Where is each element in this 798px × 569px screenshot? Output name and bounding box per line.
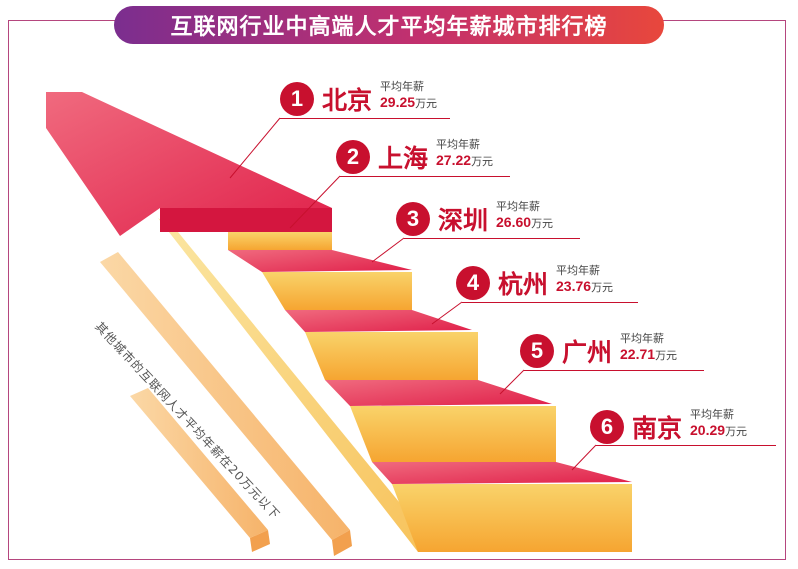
- underline-2: [340, 176, 510, 177]
- rank-badge: 4: [456, 266, 490, 300]
- step-2-top: [228, 250, 412, 272]
- underline-4: [462, 302, 638, 303]
- salary-block: 平均年薪 26.60万元: [496, 200, 553, 233]
- salary-unit: 万元: [725, 425, 748, 438]
- rank-item-1: 1 北京 平均年薪 29.25万元: [280, 80, 437, 117]
- title-banner: 互联网行业中高端人才平均年薪城市排行榜: [114, 6, 664, 44]
- stair-side-wall: [158, 218, 440, 552]
- salary-unit: 万元: [591, 281, 614, 294]
- rank-item-4: 4 杭州 平均年薪 23.76万元: [456, 264, 613, 301]
- step-2-riser: [228, 232, 332, 250]
- salary-label: 平均年薪: [620, 332, 665, 345]
- salary-block: 平均年薪 23.76万元: [556, 264, 613, 297]
- salary-value: 23.76: [556, 278, 592, 294]
- underline-6: [596, 445, 776, 446]
- step-1-top: [46, 92, 332, 236]
- underline-1: [280, 118, 450, 119]
- salary-unit: 万元: [415, 97, 438, 110]
- salary-unit: 万元: [471, 155, 494, 168]
- rank-item-6: 6 南京 平均年薪 20.29万元: [590, 408, 747, 445]
- step-3-top: [285, 310, 472, 332]
- city-name: 北京: [322, 86, 373, 115]
- salary-unit: 万元: [655, 349, 678, 362]
- underline-3: [404, 238, 580, 239]
- rank-badge: 1: [280, 82, 314, 116]
- salary-value: 27.22: [436, 152, 472, 168]
- rank-item-3: 3 深圳 平均年薪 26.60万元: [396, 200, 553, 237]
- underline-5: [524, 370, 704, 371]
- city-name: 上海: [378, 144, 429, 173]
- rank-item-5: 5 广州 平均年薪 22.71万元: [520, 332, 677, 369]
- step-5-riser: [350, 406, 556, 462]
- salary-value: 26.60: [496, 214, 532, 230]
- step-3-riser: [262, 272, 412, 310]
- salary-label: 平均年薪: [496, 200, 541, 213]
- salary-label: 平均年薪: [690, 408, 735, 421]
- rank-badge: 6: [590, 410, 624, 444]
- plank-back: [100, 252, 350, 540]
- leader-line-2: [289, 175, 341, 229]
- leader-line-5: [499, 369, 525, 395]
- page-title: 互联网行业中高端人才平均年薪城市排行榜: [170, 15, 608, 40]
- salary-value: 22.71: [620, 346, 656, 362]
- salary-block: 平均年薪 22.71万元: [620, 332, 677, 365]
- salary-block: 平均年薪 20.29万元: [690, 408, 747, 441]
- leader-line-6: [571, 444, 597, 471]
- rank-badge: 2: [336, 140, 370, 174]
- step-1-front: [160, 208, 332, 232]
- salary-value: 20.29: [690, 422, 726, 438]
- salary-label: 平均年薪: [380, 80, 425, 93]
- plank-front-side: [250, 530, 270, 552]
- leader-line-4: [431, 301, 463, 325]
- step-5-top: [372, 462, 632, 484]
- rank-badge: 5: [520, 334, 554, 368]
- city-name: 杭州: [498, 270, 549, 299]
- step-6-riser: [392, 484, 632, 552]
- city-name: 南京: [632, 414, 683, 443]
- step-4-riser: [305, 332, 478, 380]
- plank-front: [130, 388, 268, 538]
- salary-label: 平均年薪: [436, 138, 481, 151]
- rank-badge: 3: [396, 202, 430, 236]
- leader-line-3: [371, 237, 405, 263]
- city-name: 广州: [562, 338, 613, 367]
- salary-block: 平均年薪 27.22万元: [436, 138, 493, 171]
- step-4-top: [325, 380, 552, 406]
- salary-value: 29.25: [380, 94, 416, 110]
- salary-unit: 万元: [531, 217, 554, 230]
- leader-line-1: [229, 117, 281, 179]
- city-name: 深圳: [438, 206, 489, 235]
- salary-block: 平均年薪 29.25万元: [380, 80, 437, 113]
- salary-label: 平均年薪: [556, 264, 601, 277]
- rank-item-2: 2 上海 平均年薪 27.22万元: [336, 138, 493, 175]
- plank-back-side: [332, 530, 352, 556]
